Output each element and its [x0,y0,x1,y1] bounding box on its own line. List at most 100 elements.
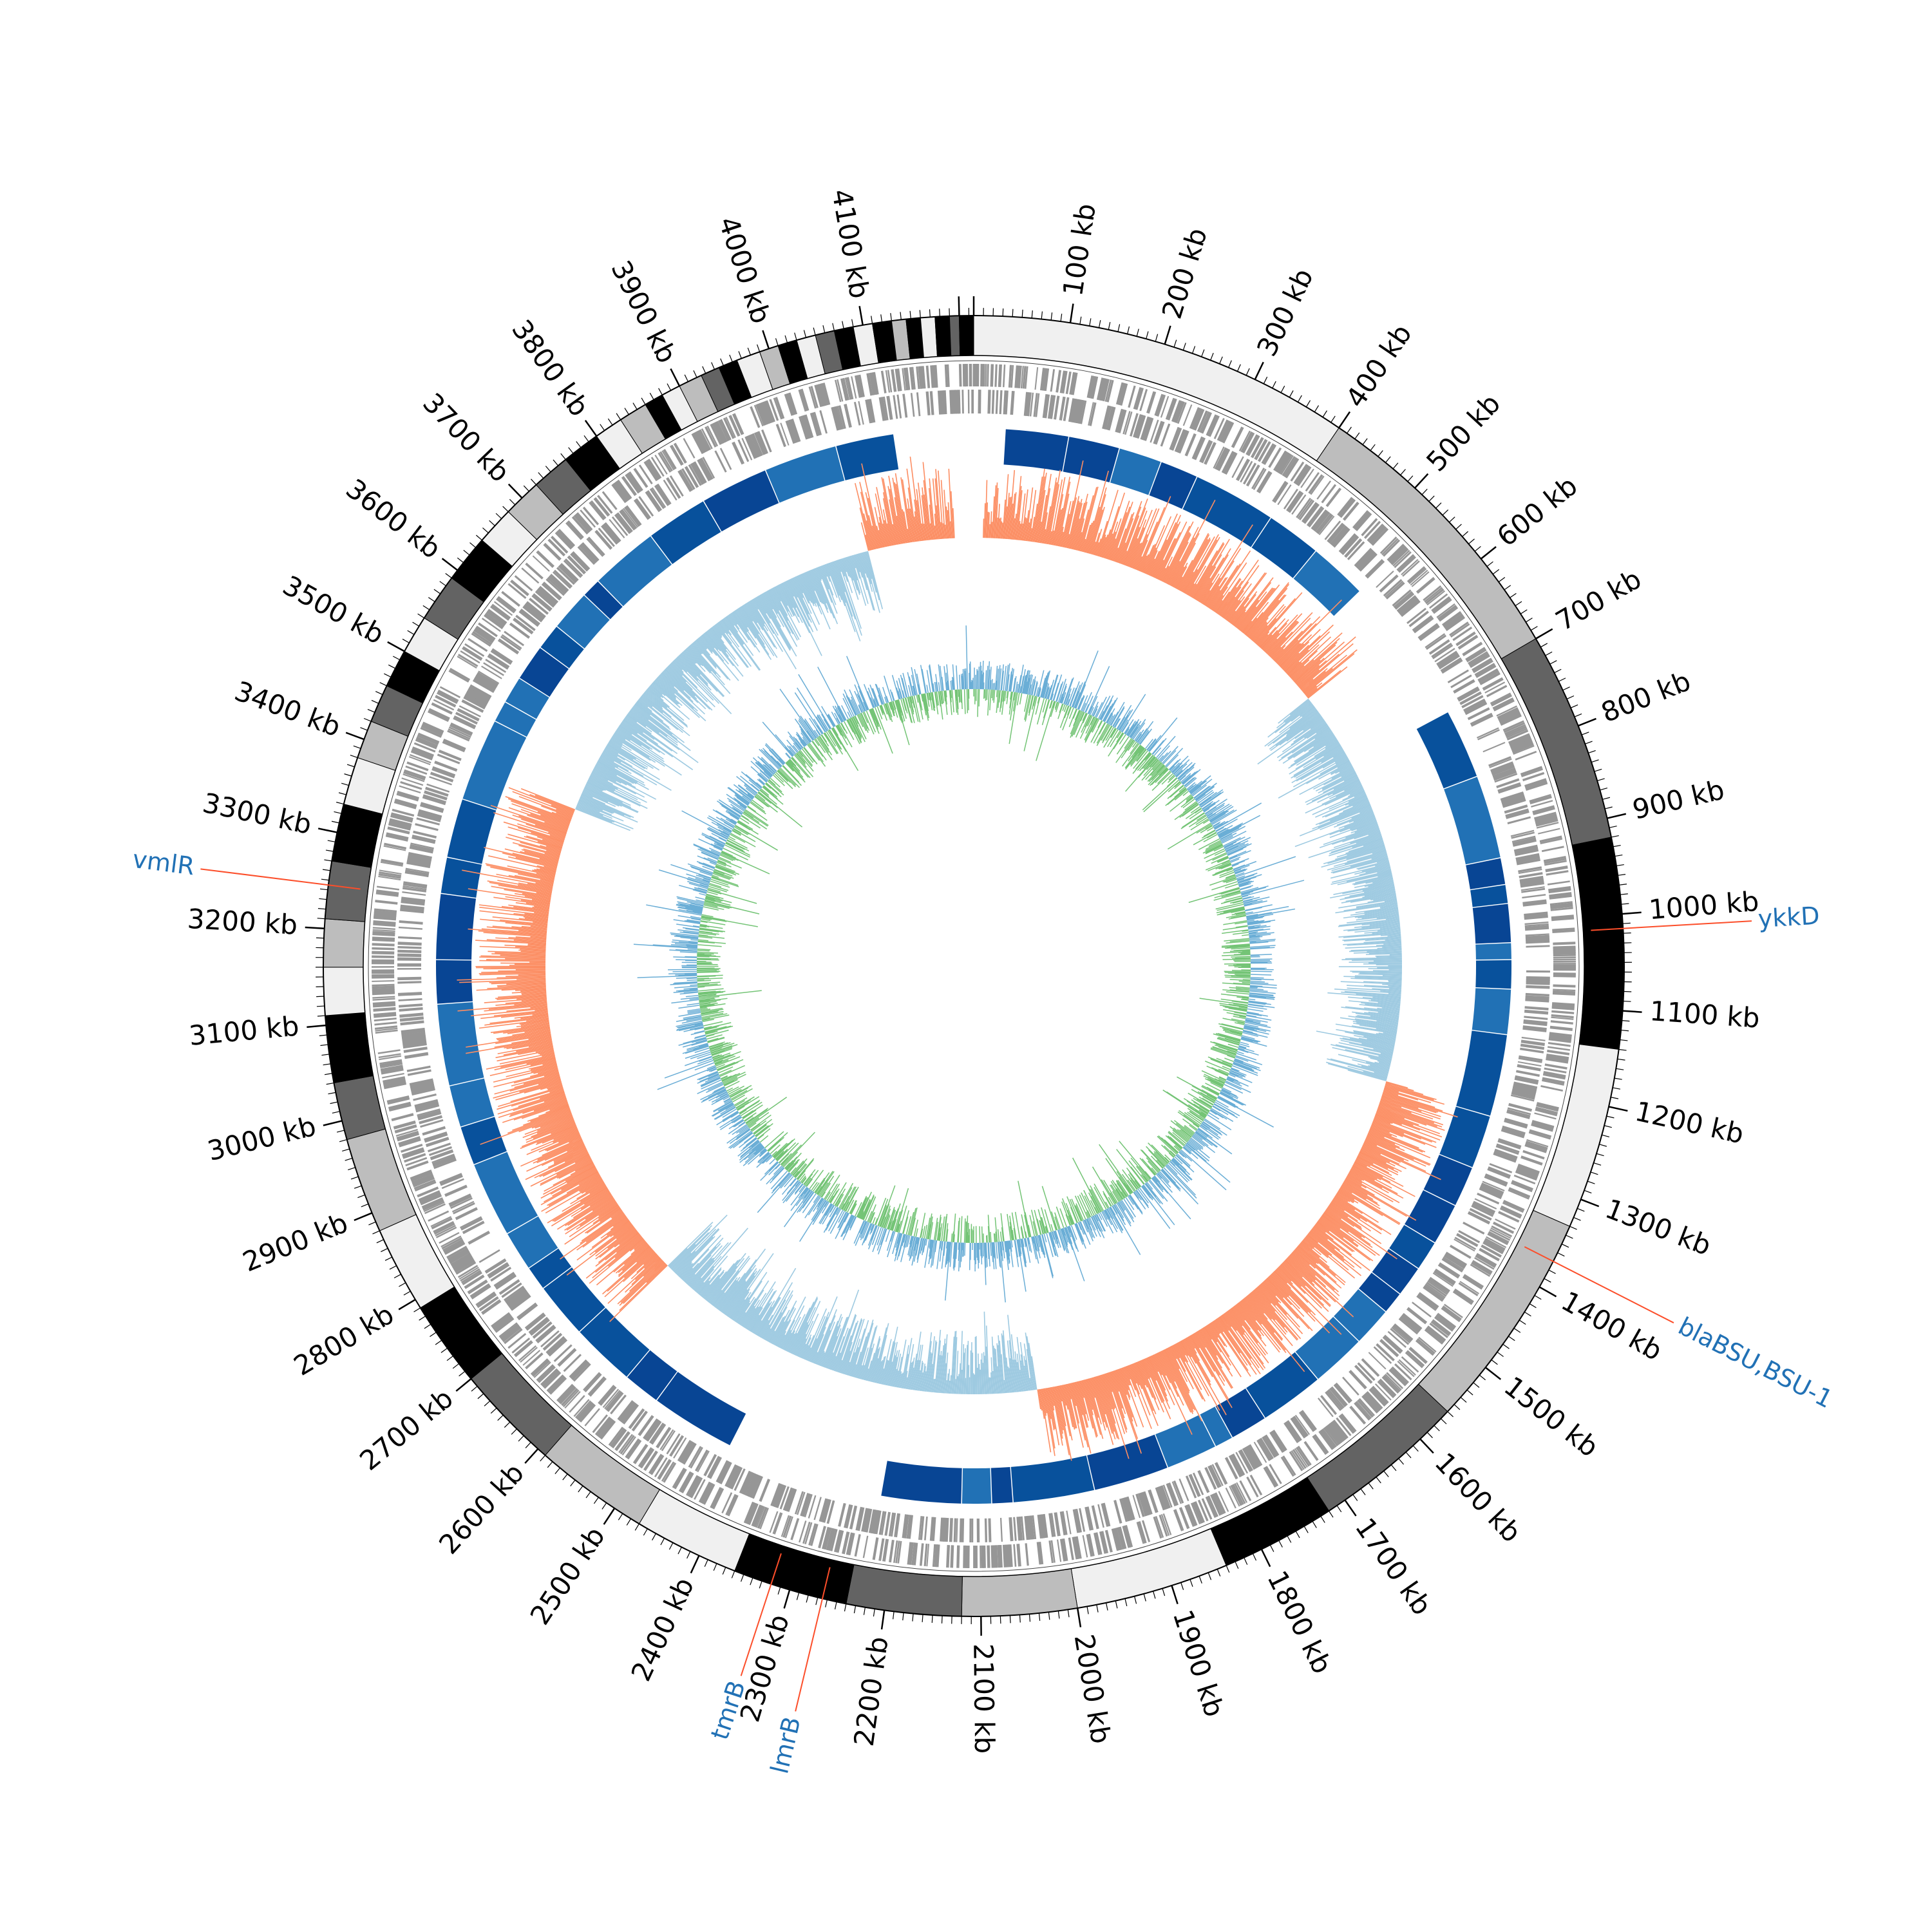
gene-tick [1329,1388,1346,1408]
gene-tick [391,1113,414,1122]
gene-tick [400,1020,424,1026]
minor-tick [729,354,733,363]
gene-tick [1388,1368,1406,1387]
gene-tick [403,771,426,781]
gene-tick [497,596,516,612]
gene-tick [1213,1492,1226,1515]
gene-tick [1076,1536,1082,1559]
minor-tick [1613,844,1621,848]
gene-tick [1354,1365,1373,1384]
scale-label: 2600 kb [433,1457,530,1560]
major-tick [762,330,770,349]
gene-tick [402,773,425,782]
gene-tick [455,712,478,725]
gene-tick [1303,503,1320,524]
gene-tick [984,1518,988,1542]
minor-tick [1623,933,1631,934]
gene-tick [1524,925,1549,929]
minor-tick [463,549,470,556]
gene-tick [1249,1474,1263,1496]
gene-tick [1126,1496,1135,1520]
minor-tick [518,1435,524,1442]
gene-tick [1551,917,1575,922]
minor-tick [1235,1561,1239,1569]
minor-tick [713,1563,717,1571]
minor-tick [1615,854,1623,857]
gene-tick [1551,914,1574,920]
gene-tick [808,1495,817,1519]
gene-tick [449,1251,470,1264]
gene-tick [1502,720,1524,732]
minor-tick [667,383,672,391]
gene-tick [683,438,696,459]
gene-tick [509,622,531,639]
gene-tick [374,912,397,917]
gene-tick [1079,1508,1086,1532]
gene-tick [1342,502,1359,521]
gene-tick [522,605,543,623]
gene-tick [402,891,426,896]
gene-tick [1549,892,1572,898]
gene-tick [372,936,395,941]
gene-tick [1340,534,1358,554]
gene-tick [1144,417,1154,441]
minor-tick [331,820,339,824]
gene-tick [553,1344,573,1362]
gene-tick [547,538,566,557]
gene-tick [1436,1312,1457,1329]
gene-tick [433,1159,457,1170]
gene-tick [560,563,579,581]
gene-tick [554,531,573,550]
major-tick [1260,1549,1271,1567]
gene-tick [1289,1451,1303,1472]
gene-tick [633,499,650,520]
gc-skew-bar [989,1377,990,1394]
gene-tick [491,648,513,664]
minor-tick [322,869,331,871]
gene-tick [1524,1142,1548,1152]
gene-tick [1005,1544,1009,1567]
scale-label: 1000 kb [1647,886,1760,926]
gene-tick [1124,411,1133,435]
major-tick [1578,717,1596,727]
gene-tick [1204,442,1217,465]
gene-tick [406,861,431,869]
gene-tick [1005,390,1009,415]
gene-tick [1471,1204,1494,1217]
gene-tick [389,818,412,827]
gene-tick [1524,1144,1547,1153]
minor-tick [784,335,788,343]
gene-tick [1368,1352,1387,1370]
gene-tick [1523,1019,1548,1025]
gene-tick [604,1390,621,1410]
gene-tick [532,1321,553,1339]
minor-tick [759,1580,762,1589]
gene-tick [1276,452,1291,473]
gene-tick [1494,773,1518,783]
gene-tick [742,1472,755,1495]
minor-tick [412,621,420,627]
gene-tick [575,1400,591,1419]
gene-tick [407,855,431,863]
minor-tick [1320,1515,1325,1523]
gene-tick [1310,475,1325,495]
minor-tick [384,673,392,677]
gene-tick [1349,1405,1367,1425]
gene-tick [1300,468,1314,488]
gene-tick [1121,1498,1130,1522]
gene-tick [1515,750,1537,761]
scale-label: 1500 kb [1498,1370,1604,1463]
gene-tick [872,1537,879,1560]
gene-tick [1550,907,1573,911]
minor-tick [1510,592,1517,598]
gene-tick [1059,1539,1066,1562]
gene-tick [375,900,398,905]
major-tick [1076,1607,1082,1627]
gene-tick [546,1374,564,1392]
gene-tick [1062,1511,1068,1535]
minor-tick [402,638,410,643]
gene-tick [1438,606,1459,622]
gene-tick [746,1473,759,1497]
minor-tick [1421,488,1428,495]
gene-tick [923,1516,928,1540]
